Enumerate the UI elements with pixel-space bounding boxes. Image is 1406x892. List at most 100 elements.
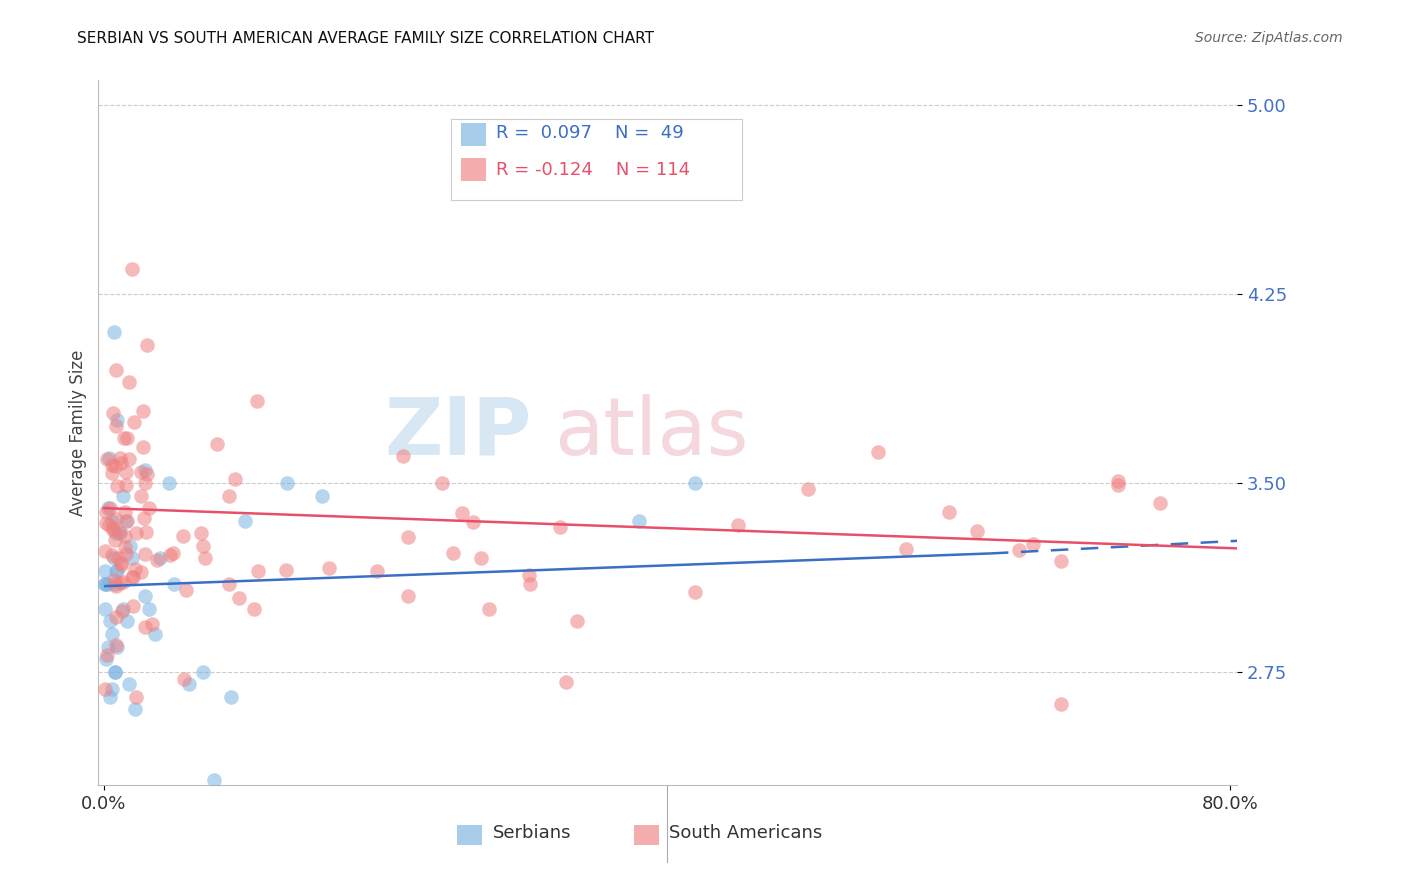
- Point: [96, 505, 118, 519]
- Point: [114, 432, 136, 446]
- Point: [135, 525, 157, 540]
- Point: [247, 564, 270, 578]
- Point: [191, 539, 214, 553]
- Point: [461, 515, 484, 529]
- Point: [470, 551, 492, 566]
- Point: [104, 665, 127, 679]
- Point: [174, 582, 197, 597]
- Point: [685, 585, 707, 599]
- Point: [96, 451, 118, 466]
- Point: [101, 458, 124, 472]
- Bar: [461, 123, 485, 145]
- Bar: [457, 825, 482, 845]
- Point: [94, 601, 117, 615]
- Point: [233, 514, 256, 528]
- Point: [205, 436, 228, 450]
- Point: [396, 589, 419, 603]
- Point: [131, 565, 153, 579]
- Text: ZIP: ZIP: [384, 393, 531, 472]
- Point: [172, 529, 194, 543]
- Point: [121, 262, 143, 277]
- Point: [112, 489, 135, 503]
- Bar: [634, 825, 659, 845]
- Point: [173, 673, 195, 687]
- Point: [157, 475, 180, 490]
- Point: [121, 551, 143, 566]
- Point: [134, 547, 156, 561]
- Point: [103, 325, 125, 339]
- Point: [111, 601, 134, 615]
- Point: [124, 702, 146, 716]
- Bar: [451, 119, 742, 200]
- Point: [108, 526, 131, 541]
- Point: [627, 514, 650, 528]
- Point: [129, 465, 152, 479]
- Point: [97, 640, 120, 654]
- Point: [98, 500, 121, 515]
- Point: [519, 576, 541, 591]
- Point: [94, 682, 117, 697]
- Point: [97, 518, 120, 533]
- Text: R = -0.124    N = 114: R = -0.124 N = 114: [496, 161, 690, 178]
- Point: [1050, 554, 1073, 568]
- Point: [554, 675, 576, 690]
- Point: [228, 591, 250, 605]
- Point: [118, 539, 141, 553]
- Point: [441, 545, 464, 559]
- Text: South Americans: South Americans: [669, 824, 823, 842]
- Text: R =  0.097    N =  49: R = 0.097 N = 49: [496, 124, 683, 142]
- Point: [101, 467, 124, 481]
- Point: [104, 419, 127, 434]
- Point: [224, 473, 246, 487]
- Point: [114, 528, 136, 542]
- Point: [115, 478, 138, 492]
- Point: [896, 542, 918, 557]
- Point: [103, 573, 125, 587]
- Point: [132, 511, 155, 525]
- Point: [938, 506, 960, 520]
- Point: [104, 579, 127, 593]
- Point: [124, 690, 146, 704]
- Point: [134, 475, 156, 490]
- Point: [134, 463, 156, 477]
- Point: [517, 567, 540, 582]
- Point: [159, 549, 181, 563]
- Point: [104, 533, 127, 548]
- Point: [1008, 543, 1031, 558]
- Y-axis label: Average Family Size: Average Family Size: [69, 350, 87, 516]
- Point: [111, 604, 134, 618]
- Point: [107, 640, 129, 654]
- Point: [121, 570, 143, 584]
- Point: [124, 562, 146, 576]
- Point: [105, 479, 128, 493]
- Point: [115, 514, 138, 528]
- Point: [430, 476, 453, 491]
- Point: [149, 551, 172, 566]
- Point: [100, 682, 122, 697]
- Point: [101, 521, 124, 535]
- Point: [177, 677, 200, 691]
- Point: [97, 501, 120, 516]
- Text: Source: ZipAtlas.com: Source: ZipAtlas.com: [1195, 31, 1343, 45]
- Point: [1149, 496, 1171, 510]
- Point: [104, 665, 127, 679]
- Point: [121, 570, 143, 584]
- Point: [242, 601, 264, 615]
- Point: [104, 564, 127, 578]
- Point: [219, 690, 242, 704]
- Point: [94, 564, 117, 578]
- Point: [797, 483, 820, 497]
- Point: [246, 394, 269, 409]
- Point: [146, 553, 169, 567]
- Point: [101, 523, 124, 537]
- Point: [110, 556, 132, 570]
- Point: [104, 512, 127, 526]
- Point: [138, 601, 160, 615]
- Point: [122, 416, 145, 430]
- Point: [396, 530, 419, 544]
- Point: [134, 589, 156, 603]
- Point: [194, 551, 217, 566]
- Point: [565, 615, 588, 629]
- Point: [101, 627, 124, 641]
- Point: [107, 524, 129, 539]
